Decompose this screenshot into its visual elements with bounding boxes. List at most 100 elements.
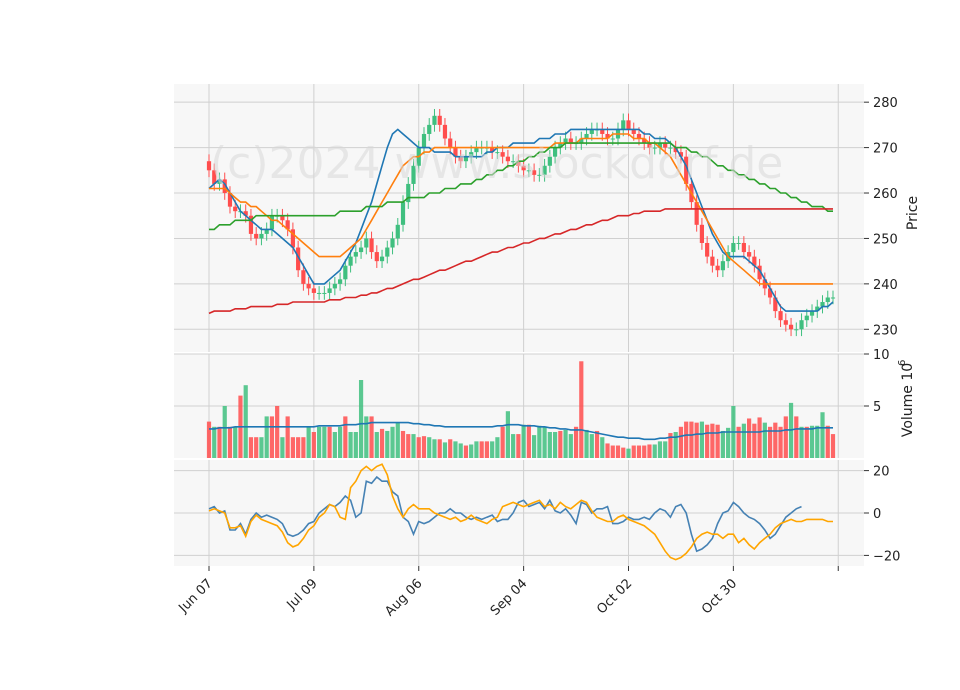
volume-bar	[285, 416, 290, 458]
volume-bar	[311, 432, 316, 458]
volume-bar	[799, 426, 804, 458]
volume-bar	[290, 437, 295, 458]
candle-body	[427, 124, 432, 134]
candle-body	[474, 147, 479, 153]
candle-body	[264, 229, 269, 234]
volume-bar	[463, 445, 469, 458]
volume-bar	[227, 426, 233, 458]
volume-bar	[594, 430, 600, 458]
candle-body	[301, 270, 306, 284]
candle-body	[448, 138, 453, 148]
volume-bar	[678, 426, 684, 458]
volume-bar	[694, 422, 699, 458]
moving-average-line	[209, 133, 833, 285]
volume-bar	[222, 406, 227, 458]
candle-body	[542, 165, 547, 175]
volume-bar	[427, 437, 432, 458]
volume-bar	[495, 437, 500, 458]
candle-body	[511, 161, 516, 163]
volume-bar	[479, 441, 484, 458]
candle-body	[285, 220, 290, 230]
candle-body	[505, 156, 510, 162]
y-tick-label: −20	[873, 549, 900, 564]
candle-body	[290, 229, 295, 248]
volume-bar	[552, 432, 558, 458]
candle-body	[432, 115, 437, 125]
candle-body	[254, 233, 259, 239]
volume-bar	[505, 411, 510, 458]
candle-body	[757, 265, 762, 280]
watermark-text: (c)2024 www.stockdorf.de	[210, 138, 783, 189]
candle-body	[715, 265, 720, 271]
volume-bar	[573, 426, 579, 458]
candle-body	[747, 252, 752, 257]
candle-body	[332, 283, 337, 289]
candle-body	[458, 156, 463, 162]
price-axis-title: Price	[905, 196, 921, 230]
volume-bar	[406, 434, 411, 458]
volume-bar	[689, 421, 694, 458]
volume-bar	[516, 434, 521, 458]
volume-bar	[317, 426, 322, 458]
volume-bar	[762, 422, 767, 458]
volume-bar	[752, 423, 757, 458]
candle-body	[783, 320, 788, 325]
candle-body	[815, 306, 820, 312]
candle-body	[626, 120, 631, 130]
volume-bar	[469, 444, 474, 458]
oscillator-line	[208, 475, 802, 553]
volume-bar	[820, 412, 825, 458]
candle-body	[705, 242, 710, 257]
volume-bar	[684, 421, 689, 458]
candle-body	[830, 297, 836, 299]
candle-body	[269, 215, 275, 230]
volume-bar	[673, 432, 678, 458]
candle-body	[605, 133, 610, 139]
volume-bar	[642, 445, 647, 458]
moving-average-line	[208, 208, 833, 315]
candle-body	[710, 256, 715, 266]
volume-bar	[490, 441, 495, 458]
volume-bar	[432, 439, 437, 458]
candle-body	[563, 138, 568, 144]
volume-bar	[705, 424, 710, 458]
x-tick-label: Jun 07	[176, 576, 216, 616]
volume-bar	[809, 425, 815, 458]
candle-body	[631, 129, 636, 134]
candle-body	[809, 311, 815, 316]
y-tick-label: 0	[873, 507, 881, 522]
moving-average-line	[209, 142, 833, 231]
volume-bar	[358, 380, 364, 458]
volume-bar	[369, 416, 374, 458]
candle-body	[248, 215, 254, 234]
candle-body	[636, 133, 642, 139]
x-tick-label: Aug 06	[382, 576, 425, 619]
candle-body	[558, 143, 563, 148]
volume-bar	[474, 441, 479, 458]
candle-body	[663, 143, 668, 148]
y-tick-label: 240	[873, 278, 898, 293]
candle-body	[804, 315, 809, 321]
candle-body	[280, 215, 285, 221]
candle-body	[652, 147, 657, 149]
volume-bar	[794, 416, 799, 458]
volume-bar	[584, 429, 589, 458]
volume-bar	[626, 448, 631, 458]
volume-bar	[217, 426, 222, 458]
volume-bar	[652, 444, 657, 458]
candle-body	[411, 165, 416, 184]
volume-bar	[610, 445, 615, 458]
x-tick-label: Oct 30	[699, 576, 740, 617]
volume-bar	[364, 416, 369, 458]
volume-bar	[720, 430, 725, 458]
volume-bar	[568, 434, 573, 458]
candle-body	[521, 165, 526, 171]
candle-body	[788, 324, 794, 330]
candle-body	[741, 242, 746, 253]
volume-bar	[663, 441, 668, 458]
candle-body	[490, 147, 495, 153]
volume-bar	[269, 416, 275, 458]
volume-bar	[385, 430, 390, 458]
candle-body	[589, 129, 594, 134]
candle-body	[752, 256, 757, 266]
